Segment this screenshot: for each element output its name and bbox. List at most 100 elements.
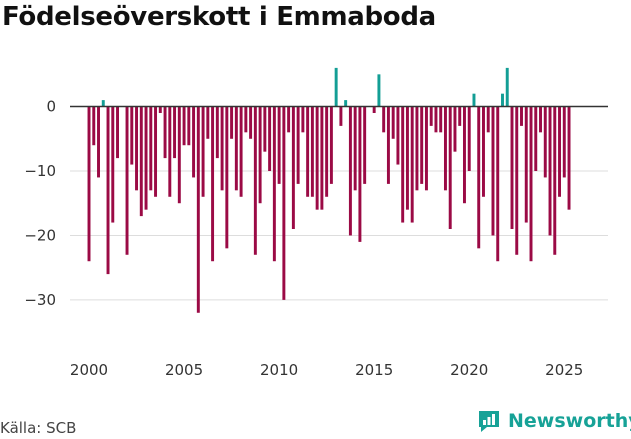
bar — [491, 106, 495, 236]
bar — [201, 106, 205, 197]
bar — [253, 106, 257, 255]
newsworthy-logo-icon — [479, 411, 499, 432]
y-tick-label: −30 — [24, 291, 56, 309]
bar — [244, 106, 248, 133]
bar — [168, 106, 172, 197]
bar — [386, 106, 390, 184]
bar — [182, 106, 186, 146]
bar — [173, 106, 177, 159]
bar — [111, 106, 115, 223]
bar — [344, 100, 348, 107]
bar — [472, 93, 476, 107]
bar — [116, 106, 119, 159]
bar — [296, 106, 300, 184]
y-tick-label: −20 — [24, 226, 56, 244]
bar — [158, 106, 162, 113]
bar — [277, 106, 281, 184]
bar — [529, 106, 533, 262]
x-tick-label: 2000 — [70, 361, 108, 379]
bar — [163, 106, 167, 159]
bar — [539, 106, 542, 133]
bar — [377, 74, 381, 107]
x-axis-ticks: 2000 2005 2010 2015 2020 2025 — [70, 361, 583, 379]
bar — [291, 106, 295, 229]
bar — [97, 106, 100, 178]
bar — [135, 106, 139, 191]
bar — [505, 67, 509, 107]
bar — [144, 106, 148, 210]
x-tick-label: 2015 — [355, 361, 393, 379]
y-tick-label: −10 — [24, 162, 56, 180]
bar — [206, 106, 210, 139]
bar — [510, 106, 514, 229]
bar — [410, 106, 414, 223]
bar — [211, 106, 215, 262]
bar — [396, 106, 400, 165]
bar — [358, 106, 362, 242]
bar — [258, 106, 262, 204]
brand-name: Newsworthy — [508, 410, 631, 432]
bar — [420, 106, 424, 184]
bar — [553, 106, 557, 255]
bar — [458, 106, 462, 126]
bar — [263, 106, 267, 152]
bar — [439, 106, 443, 133]
x-tick-label: 2020 — [450, 361, 488, 379]
bar — [496, 106, 500, 262]
gridlines — [70, 170, 608, 301]
bar — [139, 106, 143, 217]
x-tick-label: 2005 — [165, 361, 203, 379]
chart-title: Födelseöverskott i Emmaboda — [2, 2, 436, 32]
bar — [230, 106, 234, 139]
y-tick-label: 0 — [46, 98, 56, 116]
bar — [282, 106, 286, 300]
bar — [192, 106, 196, 178]
bar — [501, 93, 504, 107]
bar — [543, 106, 547, 178]
bar — [234, 106, 238, 191]
bar — [92, 106, 96, 146]
bar — [154, 106, 158, 197]
bar — [415, 106, 419, 191]
bar — [424, 106, 428, 191]
brand-logo[interactable]: Newsworthy — [476, 408, 631, 434]
bar — [272, 106, 276, 262]
bar — [429, 106, 433, 126]
bar — [348, 106, 352, 236]
bar — [239, 106, 243, 197]
bar — [524, 106, 528, 223]
bar — [363, 106, 367, 184]
bar — [339, 106, 343, 126]
bar — [558, 106, 561, 197]
x-tick-label: 2025 — [545, 361, 583, 379]
bar — [562, 106, 566, 178]
bar — [567, 106, 571, 210]
bar — [467, 106, 471, 171]
x-tick-label: 2010 — [260, 361, 298, 379]
bar — [310, 106, 314, 197]
bar — [453, 106, 457, 152]
bar — [382, 106, 386, 133]
bar — [548, 106, 552, 236]
bar — [268, 106, 272, 171]
bar — [405, 106, 409, 210]
bar — [315, 106, 319, 210]
bar — [482, 106, 485, 197]
bar — [334, 67, 338, 107]
bar — [401, 106, 405, 223]
bar — [301, 106, 305, 133]
bar — [520, 106, 523, 126]
bar — [462, 106, 466, 204]
bar — [443, 106, 447, 191]
bar — [329, 106, 333, 184]
bar — [325, 106, 329, 197]
bar — [249, 106, 253, 139]
bar — [130, 106, 134, 165]
bar — [101, 100, 105, 107]
bar — [177, 106, 181, 204]
bar — [372, 106, 376, 113]
bar — [534, 106, 538, 171]
source-label: Källa: SCB — [0, 419, 77, 437]
bar — [215, 106, 219, 159]
bar — [220, 106, 224, 191]
